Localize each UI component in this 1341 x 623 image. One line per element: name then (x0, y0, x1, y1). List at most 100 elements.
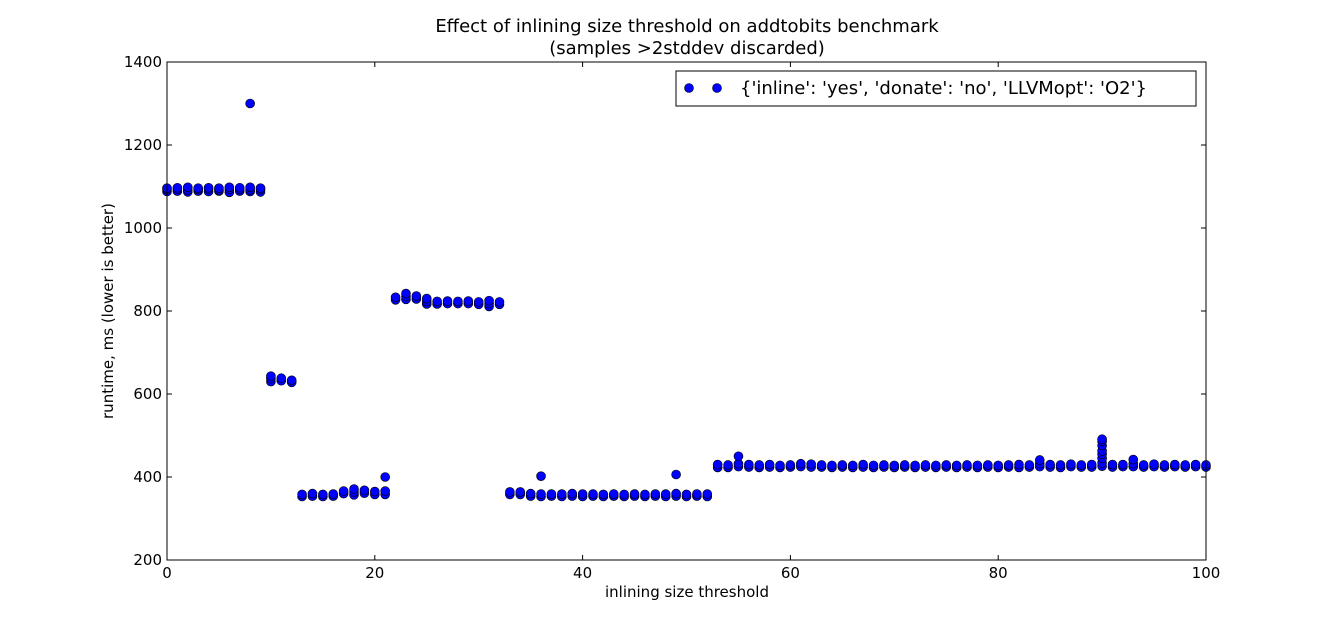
x-tick-label: 40 (573, 564, 592, 582)
data-point (525, 488, 536, 499)
data-point (1086, 459, 1097, 470)
data-point (972, 460, 983, 471)
data-point (910, 460, 920, 471)
data-point (224, 182, 235, 193)
plot-frame (166, 61, 1207, 561)
x-axis-label: inlining size threshold (605, 583, 769, 601)
chart-subtitle: (samples >2stddev discarded) (549, 38, 825, 59)
data-point (411, 291, 422, 301)
data-point (182, 182, 193, 193)
data-point (172, 182, 183, 193)
data-point (557, 489, 567, 499)
data-point (380, 486, 390, 496)
data-point (245, 98, 255, 109)
data-point (806, 459, 816, 469)
data-point (1014, 459, 1024, 470)
data-point (1045, 459, 1055, 470)
data-point (245, 182, 255, 193)
data-point (1034, 455, 1045, 465)
data-point (1118, 459, 1128, 470)
y-axis-label: runtime, ms (lower is better) (99, 203, 117, 419)
data-point (650, 489, 661, 499)
data-point (297, 489, 307, 500)
data-point (494, 297, 505, 307)
data-point (837, 460, 848, 470)
data-point (951, 460, 962, 471)
legend-label: {'inline': 'yes', 'donate': 'no', 'LLVMo… (740, 78, 1147, 99)
data-point (255, 183, 266, 193)
data-point (453, 296, 463, 307)
data-point (380, 472, 390, 482)
data-point (598, 489, 609, 500)
data-point (733, 451, 744, 462)
data-point (1003, 460, 1014, 470)
data-point (1138, 460, 1149, 470)
data-point (879, 460, 889, 470)
data-point (359, 485, 370, 496)
data-point (795, 458, 806, 469)
data-point (827, 460, 837, 471)
data-point (920, 460, 931, 470)
data-point (775, 460, 785, 471)
data-point (660, 489, 671, 499)
data-point (712, 459, 723, 470)
data-point (203, 182, 214, 193)
data-point (505, 487, 515, 497)
data-point (328, 489, 339, 499)
data-point (369, 486, 380, 497)
data-point (671, 469, 681, 480)
data-point (847, 460, 858, 471)
legend-box (675, 70, 1197, 107)
y-tick-label: 400 (133, 468, 162, 486)
data-point (858, 459, 868, 470)
data-point (681, 489, 692, 500)
data-point (1149, 459, 1159, 469)
data-point (899, 460, 910, 470)
legend-marker (712, 83, 722, 93)
axis-ticks: 0 20 40 60 80 100 200 400 600 800 1000 1200 1400 (124, 53, 1221, 582)
x-tick-label: 80 (989, 564, 1008, 582)
data-point (401, 288, 411, 299)
data-point (702, 489, 713, 499)
y-tick-label: 200 (133, 551, 162, 569)
data-point (286, 375, 297, 386)
data-point (421, 293, 432, 304)
data-point (1024, 460, 1035, 470)
data-point (515, 487, 526, 497)
y-tick-label: 800 (133, 302, 162, 320)
data-point (1107, 459, 1118, 470)
data-point (338, 486, 349, 496)
data-point (588, 489, 598, 499)
data-point (307, 488, 318, 499)
data-point (1128, 454, 1139, 465)
data-point (266, 371, 276, 381)
data-point (764, 459, 775, 470)
data-point (816, 460, 827, 470)
data-point (536, 489, 546, 499)
y-tick-label: 1000 (124, 219, 162, 237)
y-tick-label: 1200 (124, 136, 162, 154)
data-point (473, 297, 484, 307)
data-point (608, 489, 619, 499)
data-point (754, 460, 765, 470)
data-point (193, 183, 203, 193)
data-point (1159, 460, 1170, 470)
data-point (536, 471, 546, 481)
data-point (1055, 460, 1066, 470)
data-point (1076, 460, 1087, 470)
data-points (162, 98, 1211, 502)
data-point (640, 489, 650, 500)
data-point (1180, 460, 1191, 470)
data-point (629, 489, 640, 499)
data-point (983, 460, 993, 470)
data-point (785, 460, 796, 470)
chart-title: Effect of inlining size threshold on add… (435, 16, 939, 37)
x-tick-label: 0 (162, 564, 172, 582)
legend: {'inline': 'yes', 'donate': 'no', 'LLVMo… (675, 70, 1197, 107)
data-point (671, 488, 681, 499)
data-point (432, 296, 442, 307)
data-point (931, 460, 941, 471)
legend-marker (684, 83, 694, 93)
data-point (442, 296, 453, 306)
